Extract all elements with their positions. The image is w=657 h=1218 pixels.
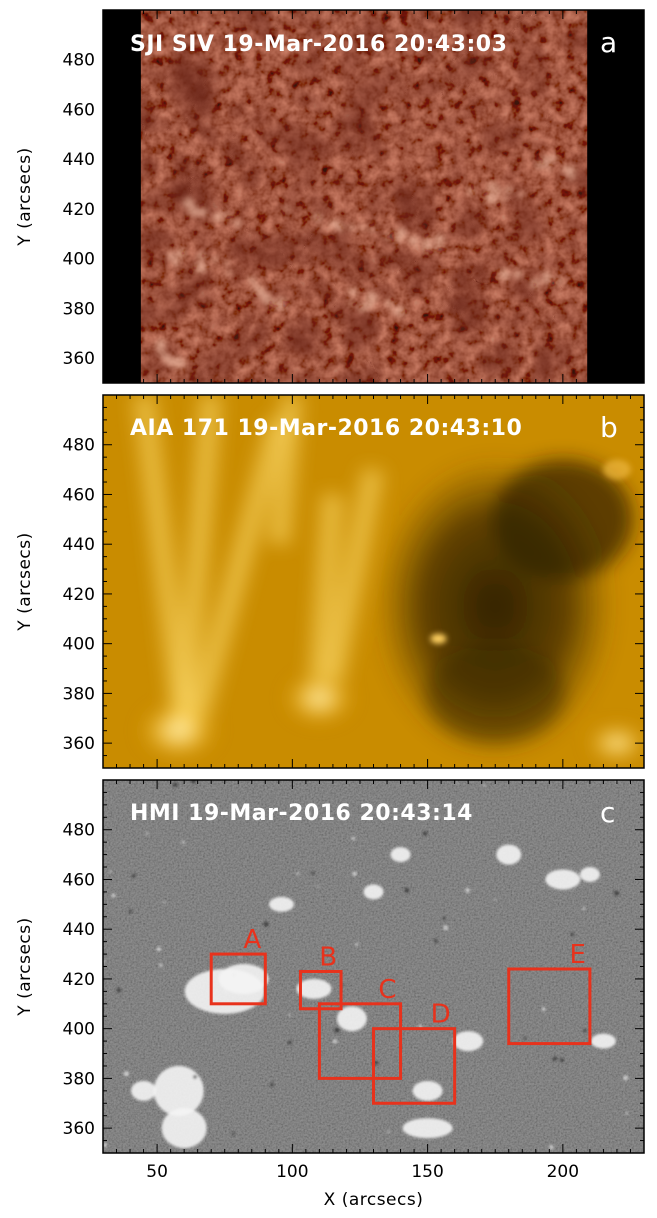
y-tick-label: 480: [63, 51, 95, 71]
x-axis-title: X (arcsecs): [324, 1190, 424, 1210]
y-tick-label: 380: [63, 1069, 95, 1089]
x-tick-label: 50: [146, 1162, 168, 1182]
y-tick-label: 360: [63, 1119, 95, 1139]
y-tick-label: 480: [63, 821, 95, 841]
region-label-b: B: [319, 942, 337, 972]
panel-c-letter: c: [600, 796, 615, 829]
panel-c-title: HMI 19-Mar-2016 20:43:14: [130, 801, 473, 826]
y-tick-label: 460: [63, 100, 95, 120]
y-tick-label: 360: [63, 349, 95, 369]
x-tick-label: 200: [547, 1162, 579, 1182]
y-tick-label: 460: [63, 485, 95, 505]
region-box-a: [209, 952, 267, 1006]
y-tick-label: 440: [63, 535, 95, 555]
panel-b-aia171-image: [103, 395, 644, 768]
region-label-e: E: [569, 940, 585, 970]
x-tick-label: 150: [411, 1162, 443, 1182]
y-tick-label: 380: [63, 684, 95, 704]
y-axis-title-panel-a: Y (arcsecs): [15, 147, 35, 246]
panel-b-letter: b: [600, 411, 618, 444]
axis-ticks: [102, 9, 645, 1154]
y-tick-label: 460: [63, 870, 95, 890]
panel-b-title: AIA 171 19-Mar-2016 20:43:10: [130, 416, 522, 441]
region-label-a: A: [244, 925, 262, 955]
y-tick-label: 420: [63, 200, 95, 220]
region-label-d: D: [431, 1000, 451, 1030]
region-box-e: [507, 967, 592, 1046]
x-tick-label: 100: [276, 1162, 308, 1182]
region-label-c: C: [378, 975, 396, 1005]
panel-a-title: SJI SIV 19-Mar-2016 20:43:03: [130, 32, 507, 57]
y-tick-label: 440: [63, 920, 95, 940]
y-tick-label: 400: [63, 1020, 95, 1040]
axis-labels: 360 380 400 420 440 460 480 360 380 400 420 440 460 4…: [63, 51, 580, 1182]
panel-a-sji-image: [103, 10, 644, 383]
y-tick-label: 400: [63, 250, 95, 270]
region-box-c: [317, 1002, 403, 1080]
y-axis-title-panel-c: Y (arcsecs): [15, 917, 35, 1016]
y-tick-label: 400: [63, 635, 95, 655]
y-axis-title-panel-b: Y (arcsecs): [15, 532, 35, 631]
y-tick-label: 420: [63, 585, 95, 605]
region-box-d: [372, 1027, 457, 1105]
panel-c-hmi-magnetogram: A B C D E: [103, 780, 644, 1153]
y-tick-label: 440: [63, 150, 95, 170]
panel-a-letter: a: [600, 26, 617, 59]
y-tick-label: 480: [63, 436, 95, 456]
region-boxes: A B C D E: [209, 925, 592, 1105]
y-tick-label: 420: [63, 970, 95, 990]
y-tick-label: 380: [63, 299, 95, 319]
y-tick-label: 360: [63, 734, 95, 754]
